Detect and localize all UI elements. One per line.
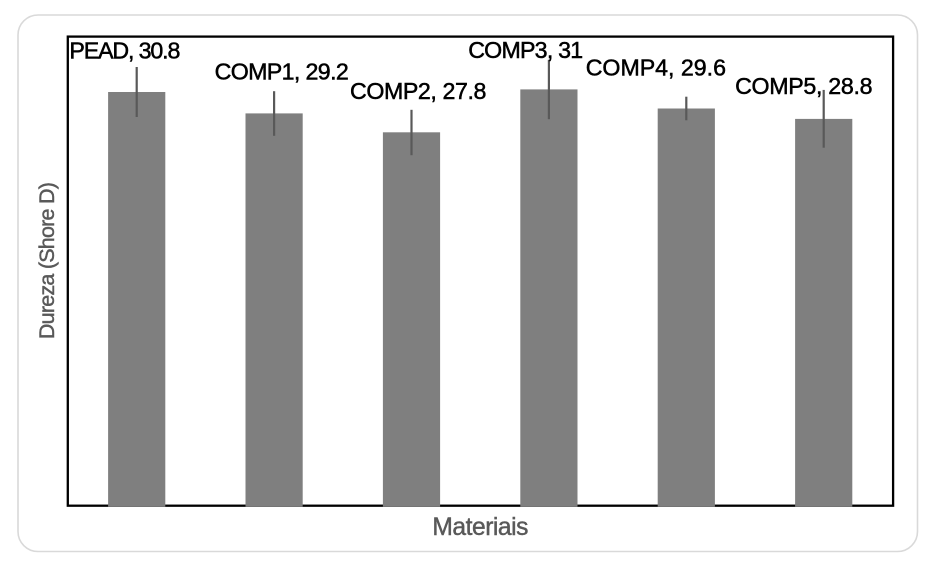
svg-text:Dureza (Shore D): Dureza (Shore D) [35,182,59,339]
svg-text:COMP1, 29.2: COMP1, 29.2 [215,58,349,84]
svg-text:COMP4, 29.6: COMP4, 29.6 [586,55,726,81]
svg-text:Materiais: Materiais [432,514,528,541]
svg-text:COMP5, 28.8: COMP5, 28.8 [735,73,872,99]
svg-text:COMP3, 31: COMP3, 31 [468,37,583,63]
svg-text:PEAD, 30.8: PEAD, 30.8 [69,38,180,64]
svg-text:COMP2, 27.8: COMP2, 27.8 [350,78,486,104]
